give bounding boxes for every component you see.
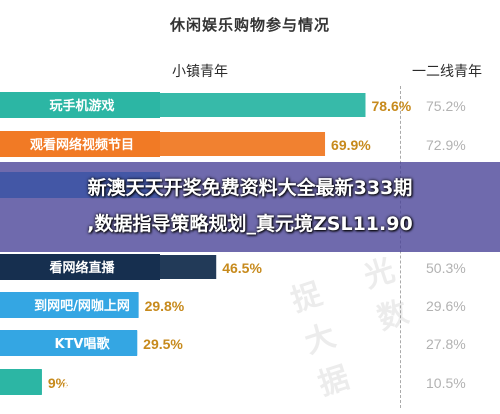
- secondary-value-row-4: 50.3%: [426, 260, 466, 276]
- column-header-town-youth: 小镇青年: [172, 64, 228, 80]
- secondary-value-row-6: 27.8%: [426, 336, 466, 352]
- secondary-value-row-1: 75.2%: [426, 98, 466, 114]
- overlay-text: 新澳天天开奖免费资料大全最新333期 ,数据指导策略规划_真元境ZSL11.90: [0, 170, 500, 242]
- value-label-row-4: 46.5%: [222, 260, 262, 276]
- category-label-row-1: 玩手机游戏: [49, 98, 114, 114]
- category-label-row-7: 去酒吧: [62, 375, 101, 391]
- bar-row-1: [0, 93, 366, 117]
- value-label-row-7: 9%: [48, 375, 69, 391]
- value-label-row-5: 29.8%: [145, 298, 185, 314]
- secondary-value-row-5: 29.6%: [426, 298, 466, 314]
- overlay-line-1: 新澳天天开奖免费资料大全最新333期: [87, 177, 413, 199]
- secondary-value-row-7: 10.5%: [426, 375, 466, 391]
- column-header-city-youth: 一二线青年: [412, 64, 482, 80]
- overlay-banner: [0, 162, 500, 252]
- overlay-line-2: ,数据指导策略规划_真元境ZSL11.90: [87, 213, 413, 235]
- category-label-row-4: 看网络直播: [49, 260, 115, 276]
- value-label-row-2: 69.9%: [331, 137, 371, 153]
- secondary-value-row-2: 72.9%: [426, 137, 466, 153]
- bar-row-5: [0, 293, 139, 317]
- bar-row-7: [0, 370, 42, 394]
- bar-row-6: [0, 331, 138, 355]
- category-label-row-6: KTV唱歌: [54, 336, 110, 352]
- value-label-row-1: 78.6%: [371, 98, 411, 114]
- bar-row-2: [0, 132, 326, 156]
- category-label-row-5: 到网吧/网咖上网: [34, 298, 130, 314]
- value-label-row-6: 29.5%: [143, 336, 183, 352]
- bar-row-4: [0, 255, 217, 279]
- chart-title: 休闲娱乐购物参与情况: [170, 16, 331, 34]
- category-label-row-2: 观看网络视频节目: [30, 137, 134, 153]
